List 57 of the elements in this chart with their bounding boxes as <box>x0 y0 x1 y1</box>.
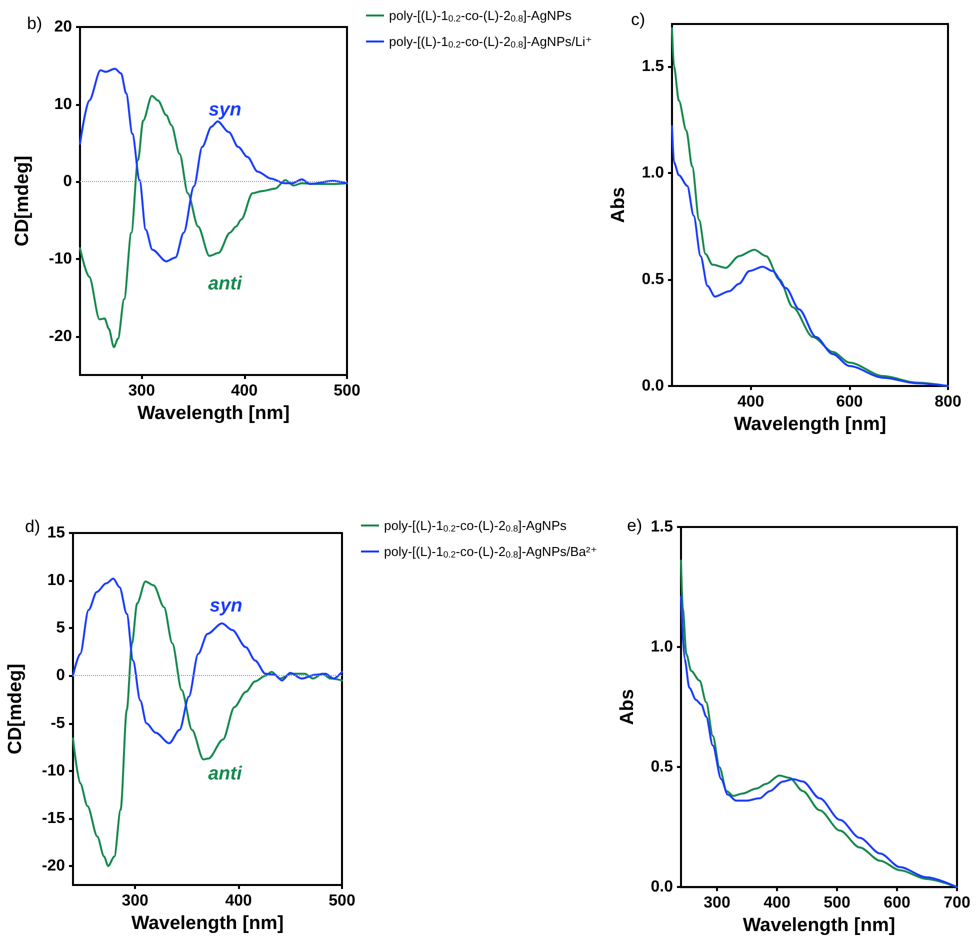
x-tick-label: 300 <box>704 894 730 912</box>
line-series <box>72 580 343 867</box>
x-axis-title: Wavelength [nm] <box>131 912 284 934</box>
x-tick-label: 700 <box>944 894 970 912</box>
x-tick-label: 500 <box>334 382 360 400</box>
x-tick-label: 400 <box>764 894 790 912</box>
y-tick-label: 0.5 <box>650 758 674 776</box>
x-tick-label: 500 <box>824 894 850 912</box>
x-tick-label: 400 <box>225 892 252 910</box>
line-series <box>671 125 949 387</box>
y-axis-title: Abs <box>617 689 638 726</box>
y-tick-label: -20 <box>42 857 66 874</box>
chart-title: c) <box>631 10 646 29</box>
chart-title: b) <box>27 14 42 33</box>
annotation: anti <box>208 274 243 294</box>
y-tick-label: 0.5 <box>642 271 664 288</box>
y-tick-label: 15 <box>47 524 66 542</box>
y-tick-label: 1.0 <box>650 638 674 656</box>
annotation: syn <box>210 596 242 616</box>
y-axis-title: Abs <box>608 187 629 223</box>
x-tick-label: 800 <box>934 394 962 410</box>
annotation: syn <box>208 100 242 120</box>
chart-title: d) <box>25 517 40 536</box>
y-tick-label: 0 <box>63 173 72 190</box>
x-tick-label: 600 <box>836 394 863 410</box>
y-tick-label: 10 <box>47 572 66 590</box>
y-tick-label: -10 <box>48 250 72 268</box>
x-axis-title: Wavelength [nm] <box>742 915 896 936</box>
line-series <box>671 27 949 387</box>
y-tick-label: -5 <box>50 714 66 732</box>
x-axis-title: Wavelength [nm] <box>137 402 290 424</box>
line-series <box>79 94 348 348</box>
y-tick-label: 1.5 <box>650 518 674 536</box>
y-tick-label: -15 <box>42 810 66 827</box>
x-axis-title: Wavelength [nm] <box>734 414 886 435</box>
chart-title: e) <box>627 516 642 535</box>
x-tick-label: 300 <box>128 382 156 400</box>
x-tick-label: 500 <box>328 892 356 910</box>
y-tick-label: 5 <box>56 620 66 637</box>
y-tick-label: 0.0 <box>650 878 674 896</box>
y-tick-label: -20 <box>48 328 72 345</box>
x-tick-label: 400 <box>738 394 764 410</box>
y-tick-label: 20 <box>54 18 72 36</box>
line-series <box>72 578 343 744</box>
x-tick-label: 400 <box>230 382 258 400</box>
annotation: anti <box>208 764 243 784</box>
y-axis-title: CD[mdeg] <box>5 664 26 754</box>
y-axis-title: CD[mdeg] <box>12 156 33 246</box>
y-tick-label: 10 <box>54 96 72 113</box>
y-tick-label: 1.5 <box>642 58 664 76</box>
y-tick-label: 0 <box>56 667 66 684</box>
x-tick-label: 300 <box>122 892 149 910</box>
y-tick-label: 1.0 <box>642 164 664 182</box>
y-tick-label: 0.0 <box>642 378 664 394</box>
line-series <box>79 68 348 262</box>
x-tick-label: 600 <box>884 894 910 912</box>
y-tick-label: -10 <box>42 762 66 780</box>
